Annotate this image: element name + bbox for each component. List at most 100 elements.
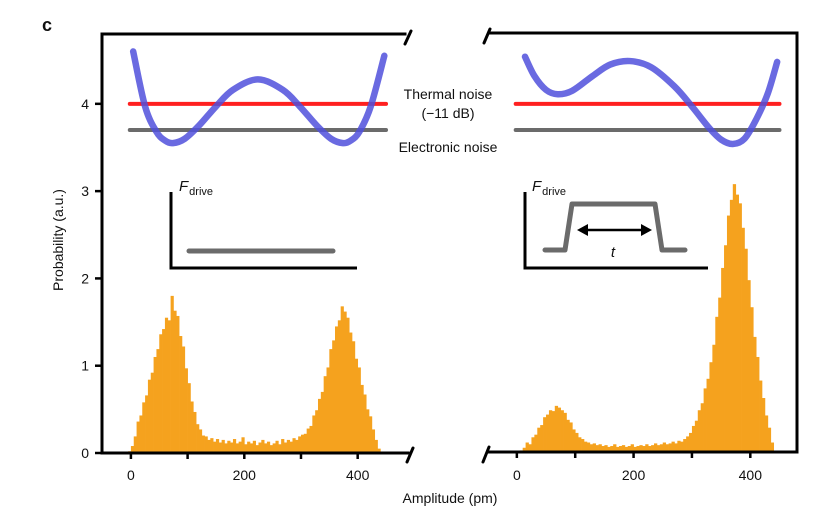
- axes-right-panel: [481, 27, 799, 464]
- histogram-bar: [258, 442, 262, 453]
- histogram-bar: [354, 358, 359, 453]
- histogram-bar: [744, 248, 748, 453]
- electronic-noise-label: Electronic noise: [399, 139, 498, 155]
- histogram-bar: [323, 376, 327, 453]
- histogram-bar: [360, 384, 364, 453]
- histogram-bar: [586, 442, 591, 453]
- pulse-drive-trace: [542, 201, 688, 253]
- histogram-bar: [343, 311, 347, 453]
- y-tick-label: 4: [81, 96, 89, 112]
- histogram-bar: [662, 442, 667, 453]
- y-axis-label: Probability (a.u.): [50, 189, 66, 291]
- histogram-bar: [581, 439, 585, 453]
- histogram-bar: [162, 329, 166, 453]
- histogram-bar: [546, 414, 550, 453]
- histogram-bar: [156, 349, 160, 453]
- histogram-bar: [337, 320, 342, 453]
- histogram-bar: [309, 425, 313, 453]
- histogram-bar: [167, 320, 171, 453]
- histogram-bar: [235, 443, 239, 453]
- histogram-bar: [150, 372, 154, 453]
- histogram-bar: [247, 441, 251, 453]
- histogram-bar: [340, 306, 344, 453]
- histogram-bar: [187, 383, 191, 453]
- histogram-bar: [750, 307, 754, 453]
- histogram-bar: [551, 411, 556, 453]
- histogram-bar: [320, 391, 325, 453]
- histogram-bar: [689, 432, 693, 453]
- histogram-bar: [349, 332, 353, 453]
- histogram-bar: [136, 421, 140, 453]
- histogram-bar: [691, 425, 696, 453]
- histogram-bar: [732, 184, 737, 453]
- histogram-bar: [557, 407, 561, 453]
- histogram-bar: [525, 442, 529, 453]
- thermal-noise-db-label: (−11 dB): [421, 105, 474, 121]
- histogram-bar: [598, 444, 602, 453]
- potential-curve-constant-drive: [129, 48, 388, 147]
- histogram-bar: [677, 440, 681, 453]
- thermal-noise-label: Thermal noise: [404, 86, 493, 102]
- histogram-bar: [218, 442, 222, 453]
- histogram-pulsed-drive: [516, 184, 777, 453]
- histogram-bar: [145, 395, 149, 453]
- noise-lines-pulsed-drive: [513, 101, 782, 133]
- histogram-bar: [170, 295, 174, 454]
- histogram-bar: [665, 444, 669, 453]
- histogram-constant-drive: [128, 295, 384, 454]
- histogram-bar: [261, 439, 265, 453]
- inset-axes-right: [523, 192, 708, 270]
- histogram-bar: [607, 446, 611, 453]
- histogram-bar: [618, 446, 623, 453]
- histogram-bar: [232, 439, 237, 453]
- axis-break-mark-top-left: [403, 29, 413, 46]
- histogram-bar: [764, 415, 769, 453]
- histogram-bar: [604, 445, 608, 453]
- x-tick-label: 200: [233, 467, 257, 483]
- x-axis-label: Amplitude (pm): [403, 490, 498, 506]
- histogram-bar: [289, 441, 293, 453]
- histogram-bar: [645, 444, 649, 453]
- histogram-bar: [369, 416, 373, 453]
- histogram-bar: [221, 439, 225, 453]
- histogram-bar: [164, 317, 169, 453]
- histogram-bar: [540, 425, 544, 453]
- histogram-bar: [198, 429, 203, 453]
- histogram-bar: [377, 448, 381, 453]
- histogram-bar: [531, 437, 535, 453]
- histogram-bar: [589, 444, 594, 453]
- histogram-bar: [610, 446, 614, 453]
- histogram-bar: [648, 446, 652, 453]
- histogram-bar: [184, 368, 188, 453]
- histogram-bar: [578, 437, 582, 453]
- histogram-bar: [238, 441, 242, 453]
- histogram-bar: [346, 317, 350, 453]
- histogram-bar: [196, 424, 200, 453]
- histogram-bar: [712, 344, 716, 453]
- histogram-bar: [147, 379, 152, 453]
- histogram-bar: [572, 429, 576, 453]
- histogram-bar: [179, 336, 183, 453]
- pulse-duration-label: t: [611, 244, 616, 261]
- histogram-bar: [295, 439, 299, 453]
- histogram-bar: [747, 280, 751, 453]
- histogram-bar: [767, 427, 772, 453]
- histogram-bar: [244, 444, 248, 453]
- histogram-bar: [181, 346, 186, 453]
- histogram-bar: [683, 439, 687, 453]
- histogram-bar: [624, 446, 629, 453]
- axis-break-mark-bottom-left: [405, 446, 415, 464]
- x-tick-label: 400: [346, 467, 370, 483]
- histogram-bar: [671, 441, 675, 453]
- histogram-bar: [651, 445, 655, 453]
- histogram-bar: [560, 410, 564, 453]
- histogram-bar: [300, 434, 305, 453]
- panel-label: c: [42, 15, 52, 35]
- histogram-bar: [583, 441, 588, 453]
- y-tick-label: 2: [81, 270, 89, 286]
- noise-lines-constant-drive: [127, 101, 389, 133]
- axis-break-mark-top-right: [482, 27, 492, 45]
- force-label-right: Fdrive: [532, 178, 566, 198]
- histogram-bar: [241, 437, 245, 453]
- force-symbol: F: [179, 178, 189, 195]
